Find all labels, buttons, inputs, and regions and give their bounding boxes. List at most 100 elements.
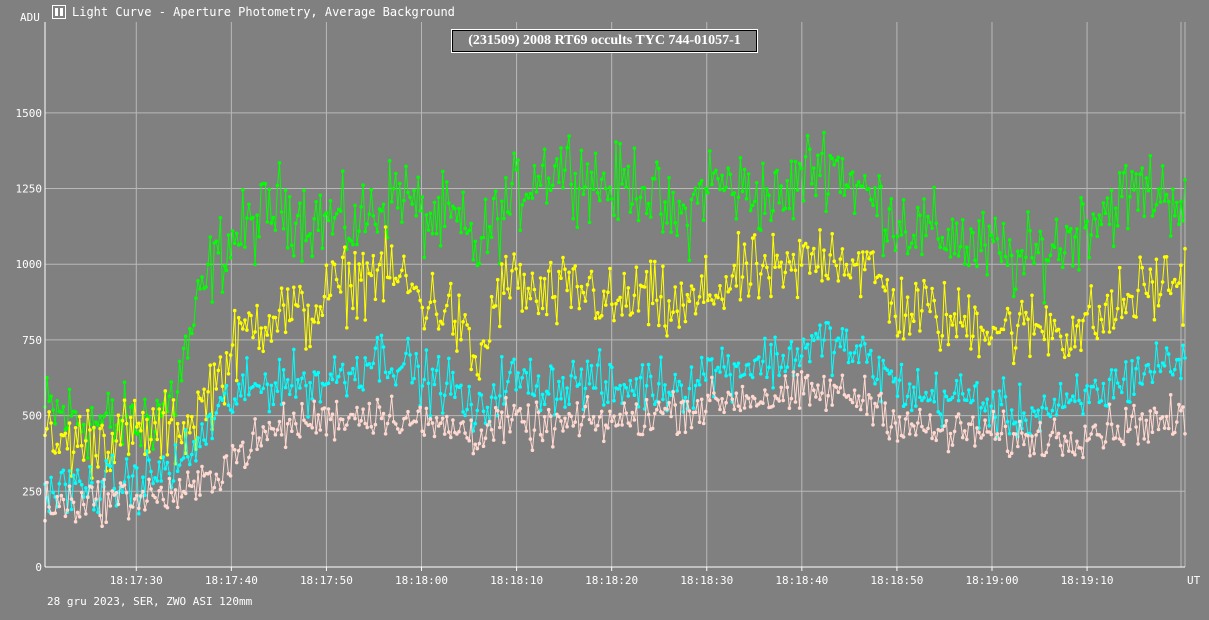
data-point [208, 470, 212, 475]
data-point [846, 273, 851, 277]
data-point [783, 206, 788, 211]
data-point [683, 395, 688, 400]
data-point [1166, 426, 1171, 431]
data-point [493, 189, 498, 193]
data-point [1079, 401, 1083, 406]
data-point [204, 285, 208, 289]
data-point [132, 398, 137, 403]
data-point [400, 428, 404, 432]
data-point [848, 351, 853, 355]
data-point [1005, 449, 1010, 454]
data-point [261, 386, 266, 391]
data-point [646, 322, 651, 327]
data-point [975, 426, 979, 430]
data-point [190, 484, 194, 489]
data-point [137, 511, 141, 516]
data-point [599, 313, 604, 318]
data-point [736, 361, 741, 366]
data-point [844, 262, 849, 267]
data-point [418, 298, 423, 303]
data-point [518, 228, 522, 233]
data-point [351, 366, 355, 371]
data-point [1138, 255, 1142, 259]
data-point [642, 424, 647, 429]
data-point [96, 480, 100, 484]
data-point [626, 164, 631, 169]
data-point [765, 265, 769, 270]
data-point [139, 494, 143, 498]
data-point [375, 268, 380, 272]
data-point [828, 153, 832, 158]
data-point [1058, 247, 1063, 251]
data-point [92, 508, 96, 512]
data-point [981, 433, 985, 437]
data-point [1101, 381, 1106, 386]
data-point [832, 259, 836, 264]
data-point [789, 396, 794, 401]
data-point [485, 423, 490, 427]
data-point [253, 262, 257, 267]
data-point [475, 408, 480, 413]
data-point [1089, 233, 1093, 237]
data-point [379, 209, 384, 213]
data-point [787, 406, 792, 411]
data-point [379, 416, 384, 421]
data-point [424, 348, 429, 352]
data-point [245, 462, 249, 466]
data-point [259, 443, 264, 448]
data-point [516, 409, 520, 413]
data-point [675, 233, 679, 238]
data-point [854, 344, 859, 348]
x-tick-label: 18:18:50 [870, 574, 923, 587]
data-point [618, 412, 622, 417]
data-point [104, 458, 108, 463]
data-point [473, 355, 478, 359]
data-point [477, 377, 482, 381]
data-point [779, 260, 783, 265]
data-point [451, 370, 455, 375]
data-point [748, 404, 753, 409]
data-point [861, 184, 865, 189]
data-point [634, 197, 639, 201]
data-point [1122, 442, 1126, 447]
data-point [706, 191, 710, 195]
data-point [175, 469, 180, 474]
data-point [106, 391, 110, 396]
data-point [863, 267, 867, 272]
data-point [408, 353, 412, 357]
data-point [573, 264, 577, 268]
data-point [677, 379, 681, 384]
data-point [993, 437, 998, 441]
data-point [646, 362, 651, 367]
data-point [453, 319, 457, 324]
data-point [459, 230, 463, 235]
data-point [1107, 377, 1112, 382]
data-point [757, 295, 761, 300]
data-point [1071, 394, 1075, 399]
data-point [226, 372, 231, 376]
app-logo-icon[interactable] [52, 5, 66, 19]
data-point [771, 208, 775, 213]
data-point [752, 233, 757, 237]
data-point [402, 198, 406, 203]
data-point [312, 216, 317, 221]
data-point [549, 414, 553, 419]
data-point [689, 365, 694, 369]
data-point [73, 519, 78, 524]
data-point [330, 232, 335, 236]
data-point [510, 417, 514, 422]
data-point [45, 427, 49, 431]
data-point [1099, 435, 1104, 439]
data-point [349, 371, 353, 376]
data-point [102, 477, 106, 482]
data-point [981, 210, 985, 215]
data-point [47, 505, 51, 509]
data-point [304, 421, 308, 425]
data-point [206, 262, 210, 267]
data-point [667, 390, 671, 395]
data-point [738, 156, 743, 160]
data-point [787, 260, 792, 264]
data-point [1095, 387, 1100, 391]
data-point [177, 463, 182, 467]
data-point [565, 424, 569, 429]
